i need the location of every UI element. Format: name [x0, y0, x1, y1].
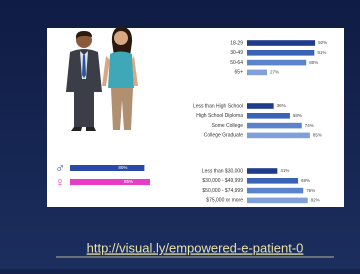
bar — [247, 70, 267, 76]
row-label: $75,000 or more — [206, 198, 243, 204]
value-label: 92% — [318, 40, 327, 45]
value-label: 41% — [280, 168, 289, 173]
gender-symbol: ♂ — [55, 160, 65, 175]
bar — [247, 50, 314, 56]
bar — [247, 168, 277, 174]
link[interactable]: http://visual.ly/empowered-e-patient-0 — [87, 240, 304, 255]
row-label: Less than High School — [193, 103, 243, 109]
row-label: High School Diploma — [196, 113, 243, 119]
row-label: 30-49 — [230, 50, 243, 56]
bar — [247, 60, 306, 66]
slide: 18-29 92% 30-49 91% 50-64 80% 65+ 27% Less than … — [0, 0, 360, 269]
bar — [70, 179, 150, 185]
value-label: 85% — [313, 133, 322, 138]
row-label: 18-29 — [230, 40, 243, 46]
row-label: 50-64 — [230, 60, 243, 66]
row-label: Some College — [212, 123, 244, 129]
row-label: College Graduate — [204, 133, 243, 139]
value-label: 76% — [306, 188, 315, 193]
value-label: 80% — [309, 60, 318, 65]
bar — [247, 198, 308, 204]
value-label: 91% — [317, 50, 326, 55]
bar — [247, 40, 315, 46]
value-label: 80% — [118, 165, 127, 170]
row-label: $50,000 - $74,999 — [202, 188, 243, 194]
gender-symbol: ♀ — [55, 174, 65, 189]
row-label: Less than $30,000 — [202, 168, 243, 174]
value-label: 82% — [311, 198, 320, 203]
value-label: 74% — [305, 123, 314, 128]
bar — [247, 178, 298, 184]
bar — [247, 188, 303, 194]
bar — [247, 113, 290, 119]
bar — [247, 103, 274, 109]
row-label: 65+ — [235, 70, 244, 76]
page: {"slide": { "age": {"categories": ["18-2… — [0, 0, 360, 269]
value-label: 27% — [270, 70, 279, 75]
value-label: 86% — [124, 179, 133, 184]
row-label: $30,000 - $49,999 — [202, 178, 243, 184]
value-label: 58% — [293, 113, 302, 118]
value-label: 69% — [301, 178, 310, 183]
value-label: 36% — [277, 103, 286, 108]
bar — [247, 123, 302, 129]
bar — [247, 133, 310, 139]
bar — [70, 165, 144, 171]
